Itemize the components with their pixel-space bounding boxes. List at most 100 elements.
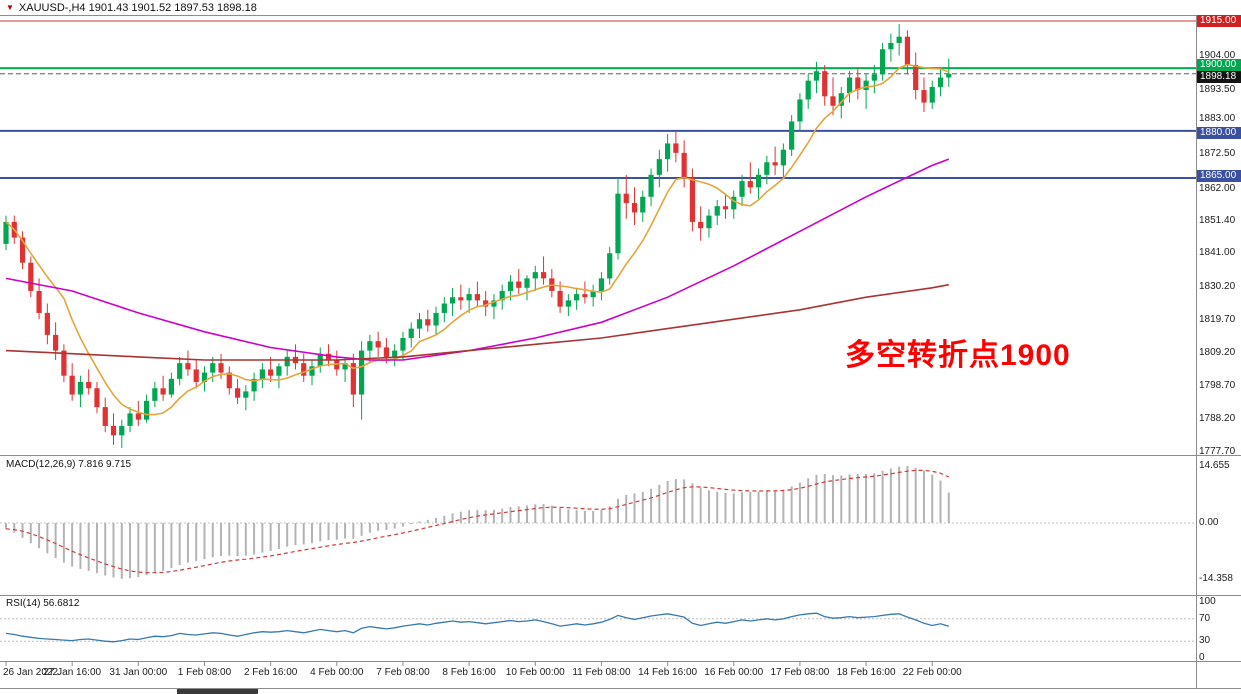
price-label-1880.00: 1880.00 — [1197, 126, 1241, 139]
candle-body — [19, 237, 26, 263]
price-label-1788.20: 1788.20 — [1199, 413, 1236, 425]
candle-body — [772, 162, 778, 166]
candle-body — [61, 350, 67, 376]
candle-body — [780, 149, 786, 166]
price-label-1841.00: 1841.00 — [1199, 247, 1236, 259]
candle-body — [739, 181, 745, 197]
candle-body — [234, 388, 241, 398]
candle-body — [383, 347, 390, 357]
candle-body — [152, 388, 158, 401]
candle-body — [193, 369, 199, 382]
time-label: 1 Feb 08:00 — [177, 667, 232, 678]
candle-body — [276, 366, 282, 376]
time-label: 8 Feb 16:00 — [442, 667, 496, 678]
candle-body — [863, 80, 869, 91]
candle-body — [251, 378, 257, 392]
candle-body — [375, 341, 381, 348]
candle-body — [77, 381, 84, 395]
candle-body — [830, 96, 836, 106]
candle-body — [648, 174, 654, 197]
price-label-1819.70: 1819.70 — [1199, 314, 1236, 326]
candle-body — [507, 281, 514, 291]
time-label: 27 Jan 16:00 — [43, 667, 102, 678]
candle-body — [367, 341, 373, 351]
chart-info-bar: ▼ XAUUSD-,H4 1901.43 1901.52 1897.53 189… — [6, 2, 257, 14]
candle-body — [102, 407, 108, 426]
candle-body — [458, 297, 464, 301]
horizontal-scrollbar-thumb[interactable] — [177, 689, 258, 694]
candle-body — [143, 400, 150, 420]
candle-body — [615, 193, 621, 254]
price-label-1777.70: 1777.70 — [1199, 445, 1236, 457]
candle-body — [937, 77, 944, 87]
candle-body — [929, 86, 935, 103]
candle-body — [44, 312, 50, 335]
candle-body — [665, 143, 671, 160]
price-label-1865.00: 1865.00 — [1197, 169, 1241, 182]
candle-body — [483, 300, 489, 307]
candle-body — [722, 206, 729, 210]
candle-body — [185, 363, 191, 370]
candle-body — [590, 290, 596, 298]
candle-body — [243, 391, 249, 398]
candle-body — [888, 42, 894, 50]
candle-body — [540, 272, 547, 279]
candle-body — [681, 152, 687, 178]
candle-body — [177, 363, 183, 379]
macd-signal-line — [5, 469, 950, 574]
rsi-axis-label: 0 — [1199, 652, 1205, 663]
candle-body — [913, 64, 919, 91]
candle-body — [574, 294, 580, 301]
candle-body — [731, 196, 737, 210]
candle-body — [160, 388, 166, 395]
macd-axis-label: 14.655 — [1199, 459, 1230, 471]
chart-title: XAUUSD-,H4 1901.43 1901.52 1897.53 1898.… — [18, 2, 257, 14]
candle-body — [119, 425, 125, 436]
candle-body — [284, 356, 290, 367]
candle-body — [764, 162, 770, 175]
candle-body — [747, 181, 753, 188]
price-label-1809.20: 1809.20 — [1199, 347, 1236, 359]
ma-fast-orange — [5, 63, 950, 416]
rsi-indicator-label: RSI(14) 56.6812 — [6, 598, 80, 609]
price-label-1883.00: 1883.00 — [1199, 113, 1236, 125]
candle-body — [607, 253, 613, 279]
macd-axis-label: -14.358 — [1199, 572, 1233, 584]
candle-body — [698, 221, 704, 229]
candle-body — [797, 99, 803, 122]
price-label-1904.00: 1904.00 — [1199, 49, 1236, 61]
candle-body — [416, 319, 423, 329]
candle-body — [689, 177, 696, 222]
candle-body — [805, 80, 811, 100]
candle-body — [259, 369, 265, 379]
candle-body — [714, 206, 720, 216]
price-label-1898.18: 1898.18 — [1197, 70, 1241, 83]
candle-body — [822, 71, 828, 97]
candle-body — [400, 338, 406, 351]
candle-body — [449, 297, 456, 304]
candle-body — [516, 281, 522, 288]
ma-mid-magenta — [5, 158, 950, 361]
price-label-1862.00: 1862.00 — [1199, 183, 1236, 195]
candle-body — [631, 203, 638, 213]
candle-body — [325, 353, 332, 361]
price-label-1893.50: 1893.50 — [1199, 84, 1236, 96]
candle-body — [441, 303, 447, 313]
chart-annotation-text: 多空转折点1900 — [845, 339, 1071, 372]
time-label: 22 Feb 00:00 — [902, 667, 962, 678]
time-label: 10 Feb 00:00 — [505, 667, 565, 678]
candle-body — [946, 73, 952, 78]
candle-body — [301, 363, 307, 376]
candle-body — [598, 278, 605, 291]
candle-body — [789, 121, 795, 150]
candle-body — [268, 369, 274, 376]
candle-body — [656, 159, 662, 175]
candle-body — [110, 425, 117, 436]
candle-body — [201, 372, 208, 382]
price-label-1872.50: 1872.50 — [1199, 148, 1236, 160]
rsi-line — [5, 612, 949, 643]
candle-body — [350, 363, 356, 395]
candle-body — [904, 36, 911, 65]
